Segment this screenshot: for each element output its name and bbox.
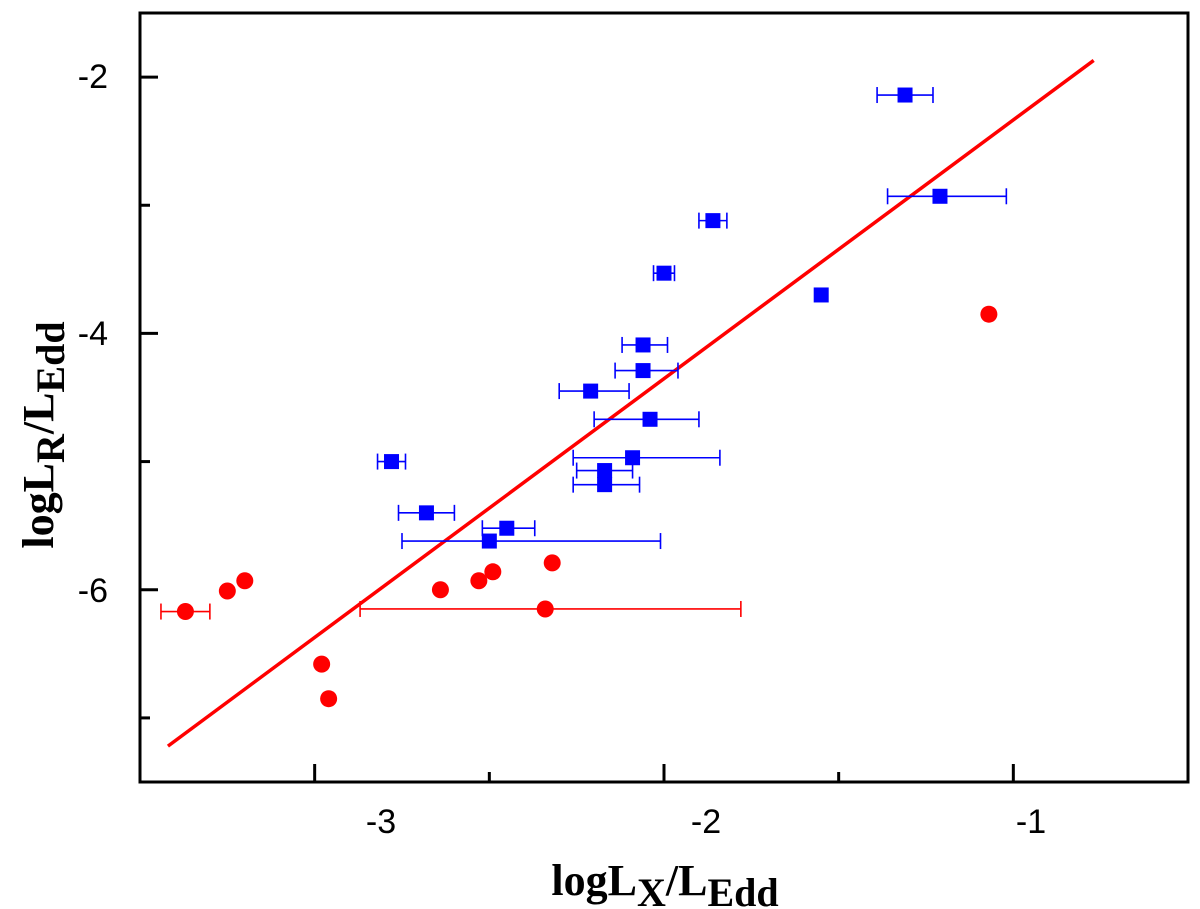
error-bars xyxy=(160,87,1008,620)
y-axis-title-main: logL xyxy=(14,463,63,549)
x-tick-label-3: -1 xyxy=(1016,803,1046,841)
y-axis-title-rest: /L xyxy=(14,393,63,436)
y-tick-label-1: -6 xyxy=(78,572,108,610)
circle-point-2 xyxy=(484,563,502,581)
y-tick-label-2: -4 xyxy=(78,315,108,353)
circle-point-4 xyxy=(431,581,449,599)
square-point-7 xyxy=(583,383,599,399)
square-point-2 xyxy=(705,213,721,229)
square-point-3 xyxy=(656,265,672,281)
y-axis-title: logLR/LEdd xyxy=(14,321,73,548)
circle-point-6 xyxy=(218,582,236,600)
circle-point-3 xyxy=(470,572,488,590)
circle-point-0 xyxy=(980,305,998,323)
square-point-9 xyxy=(625,450,641,466)
square-point-0 xyxy=(897,87,913,103)
x-axis-title-sub: X xyxy=(637,870,666,909)
circle-point-1 xyxy=(543,554,561,572)
square-point-5 xyxy=(635,337,651,353)
square-point-1 xyxy=(932,188,948,204)
axis-ticks xyxy=(138,75,1190,782)
circle-point-8 xyxy=(536,600,554,618)
y-axis-title-sub: R xyxy=(28,433,73,463)
x-tick-label-2: -2 xyxy=(691,803,721,841)
regression-line-group xyxy=(166,59,1095,748)
circle-point-7 xyxy=(176,603,194,621)
data-points xyxy=(176,87,998,708)
x-axis-title-rest: /L xyxy=(665,856,708,905)
square-point-11 xyxy=(597,477,613,493)
y-axis-title-sub2: Edd xyxy=(28,321,73,392)
square-point-13 xyxy=(418,505,434,521)
circle-point-9 xyxy=(313,655,331,673)
plot-frame xyxy=(138,11,1190,784)
square-point-12 xyxy=(384,454,400,470)
square-point-15 xyxy=(481,533,497,549)
square-point-4 xyxy=(813,287,829,303)
square-point-8 xyxy=(642,411,658,427)
circle-point-10 xyxy=(320,690,338,708)
x-tick-label-1: -3 xyxy=(366,803,396,841)
square-point-6 xyxy=(635,363,651,379)
circle-point-5 xyxy=(236,572,254,590)
x-axis-title-sub2: Edd xyxy=(707,870,778,909)
fit-line xyxy=(166,59,1095,748)
square-point-10 xyxy=(597,463,613,479)
y-tick-label-3: -2 xyxy=(78,58,108,96)
square-point-14 xyxy=(499,520,515,536)
x-axis-title: logLX/LEdd xyxy=(551,856,778,909)
x-axis-title-main: logL xyxy=(551,856,637,905)
